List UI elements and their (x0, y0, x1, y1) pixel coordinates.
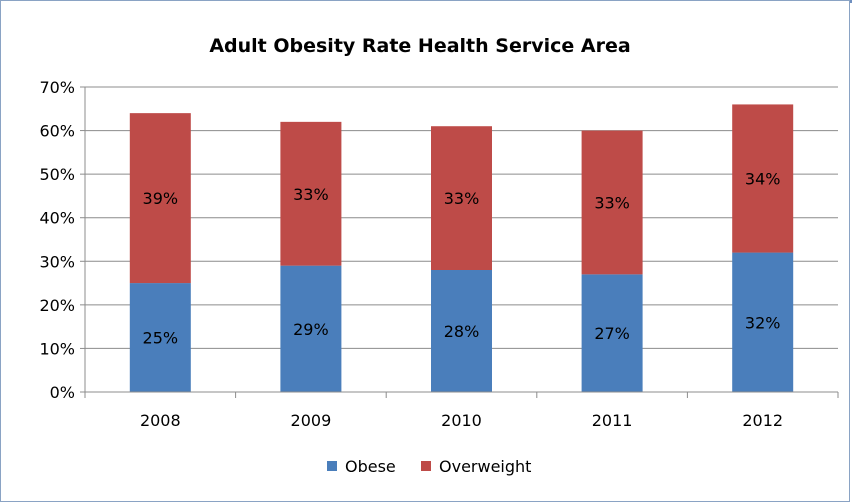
bar-obese-2011 (581, 274, 643, 392)
x-tick-label: 2009 (291, 411, 332, 430)
y-tick-label: 40% (39, 209, 75, 228)
data-label: 25% (143, 329, 179, 348)
legend-swatch-overweight (421, 461, 431, 471)
y-tick-label: 20% (39, 296, 75, 315)
bar-overweight-2009 (280, 121, 342, 266)
bar-overweight-2011 (581, 130, 643, 275)
x-tick-label: 2012 (742, 411, 783, 430)
bar-obese-2009 (280, 265, 342, 392)
y-tick-label: 50% (39, 165, 75, 184)
data-label: 29% (293, 320, 329, 339)
data-label: 33% (293, 185, 329, 204)
legend: Obese Overweight (327, 457, 531, 476)
y-tick-label: 0% (50, 383, 75, 402)
data-label: 27% (594, 324, 630, 343)
bar-obese-2012 (732, 252, 794, 392)
bar-overweight-2008 (129, 113, 191, 284)
bar-obese-2008 (129, 283, 191, 392)
data-label: 33% (444, 189, 480, 208)
legend-label-overweight: Overweight (439, 457, 531, 476)
data-label: 33% (594, 193, 630, 212)
chart-title: Adult Obesity Rate Health Service Area (209, 35, 630, 57)
bar-overweight-2012 (732, 104, 794, 253)
legend-label-obese: Obese (345, 457, 396, 476)
y-tick-label: 70% (39, 78, 75, 97)
y-tick-label: 30% (39, 252, 75, 271)
x-tick-label: 2008 (140, 411, 181, 430)
legend-swatch-obese (327, 461, 337, 471)
data-label: 34% (745, 170, 781, 189)
y-axis: 0% 10% 20% 30% 40% 50% 60% 70% (39, 78, 86, 402)
data-label: 28% (444, 322, 480, 341)
bar-obese-2010 (431, 270, 492, 392)
x-axis: 2008 2009 2010 2011 2012 (84, 391, 839, 430)
data-label: 32% (745, 313, 781, 332)
data-label: 39% (143, 189, 179, 208)
x-tick-label: 2010 (441, 411, 482, 430)
bar-overweight-2010 (431, 126, 492, 270)
y-tick-label: 10% (39, 339, 75, 358)
y-tick-label: 60% (39, 122, 75, 141)
x-tick-label: 2011 (592, 411, 633, 430)
bars: 25% 39% 29% 33% 28% 33% 27% 33% 32% 34% (129, 104, 794, 392)
